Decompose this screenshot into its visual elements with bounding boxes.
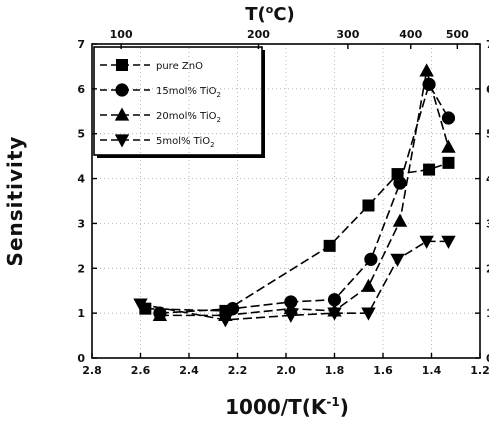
x-axis-title-end: ) [340, 395, 349, 419]
legend-marker [116, 59, 128, 71]
legend-marker [115, 83, 129, 97]
data-point [226, 302, 240, 316]
data-point [283, 309, 299, 323]
legend-label-main: 15mol% TiO [156, 86, 217, 97]
y-right-tick-label: 5 [486, 128, 489, 141]
series-group [133, 63, 456, 328]
x-tick-label: 2.6 [131, 364, 151, 377]
top-tick-label: 200 [247, 28, 270, 41]
y-right-tick-label: 6 [486, 83, 489, 96]
data-point [441, 139, 456, 153]
data-point [423, 163, 436, 176]
y-tick-label: 2 [77, 262, 85, 275]
data-point [218, 314, 233, 328]
legend-item: 20mol% TiO2 [100, 107, 221, 124]
y-right-tick-label: 3 [486, 217, 489, 230]
top-tick-label: 400 [399, 28, 422, 41]
x-tick-label: 1.2 [470, 364, 489, 377]
legend-label: pure ZnO [156, 61, 203, 72]
data-point [323, 239, 336, 252]
y-right-tick-label: 7 [486, 38, 489, 51]
legend-label-main: 5mol% TiO [156, 136, 210, 147]
legend-item: pure ZnO [100, 59, 203, 72]
top-axis-title: T(oC) [245, 3, 295, 25]
y-tick-label: 7 [77, 38, 85, 51]
top-axis-title-sup: o [266, 3, 274, 16]
data-point [364, 252, 378, 266]
y-axis-title: Sensitivity [3, 136, 27, 267]
data-point [327, 307, 342, 321]
x-tick-label: 1.4 [422, 364, 442, 377]
legend-label-main: 20mol% TiO [156, 111, 217, 122]
top-tick-label: 300 [336, 28, 359, 41]
y-tick-label: 6 [77, 83, 85, 96]
data-point [327, 293, 342, 307]
legend-label-sub: 2 [210, 141, 214, 149]
y-tick-label: 3 [77, 217, 85, 230]
data-point [441, 235, 456, 249]
series-line [140, 240, 449, 321]
legend-shadow-bottom [97, 155, 265, 158]
data-point [392, 213, 408, 227]
legend-item: 5mol% TiO2 [100, 134, 215, 149]
legend-label: 5mol% TiO2 [156, 136, 215, 149]
top-axis-title-end: C) [273, 4, 294, 25]
y-right-tick-label: 4 [486, 173, 489, 186]
data-point [361, 307, 376, 321]
x-tick-label: 2.0 [276, 364, 296, 377]
data-point [419, 235, 434, 249]
x-axis-title-main: 1000/T(K [225, 395, 328, 419]
legend-shadow-right [262, 50, 265, 158]
data-point [422, 77, 436, 91]
data-point [442, 156, 455, 169]
top-axis-title-main: T( [245, 4, 266, 25]
y-right-tick-label: 2 [486, 262, 489, 275]
x-tick-label: 2.8 [82, 364, 102, 377]
y-tick-label: 0 [77, 352, 85, 365]
legend-item: 15mol% TiO2 [100, 83, 221, 99]
top-tick-label: 500 [446, 28, 469, 41]
y-right-tick-label: 0 [486, 352, 489, 365]
data-point [441, 111, 456, 125]
legend-label-sub: 2 [217, 116, 221, 124]
y-tick-label: 1 [77, 307, 85, 320]
series-3 [152, 63, 456, 322]
axis-ticks: 2.82.62.42.22.01.81.61.41.20011223344556… [77, 28, 489, 377]
x-axis-title-sup: -1 [326, 395, 339, 409]
legend-marker [114, 107, 130, 121]
y-tick-label: 4 [77, 173, 85, 186]
legend-marker [114, 134, 130, 148]
data-point [362, 199, 375, 212]
data-point [419, 63, 434, 77]
y-tick-label: 5 [77, 128, 85, 141]
data-point [393, 176, 407, 190]
top-tick-label: 100 [110, 28, 133, 41]
x-tick-label: 1.6 [373, 364, 393, 377]
x-tick-label: 2.2 [228, 364, 248, 377]
data-point [152, 307, 168, 322]
data-point [133, 298, 148, 312]
legend-label-sub: 2 [217, 91, 221, 99]
legend-label: 20mol% TiO2 [156, 111, 221, 124]
x-axis-title: 1000/T(K-1) [225, 395, 349, 419]
data-point [390, 253, 405, 267]
legend-label: 15mol% TiO2 [156, 86, 221, 99]
legend-label-main: pure ZnO [156, 61, 203, 72]
x-tick-label: 1.8 [325, 364, 345, 377]
data-point [361, 278, 376, 292]
grid [92, 44, 480, 358]
x-tick-label: 2.4 [179, 364, 199, 377]
series-line [159, 82, 450, 314]
series-4 [133, 235, 456, 328]
series-line [159, 70, 450, 317]
y-right-tick-label: 1 [486, 307, 489, 320]
